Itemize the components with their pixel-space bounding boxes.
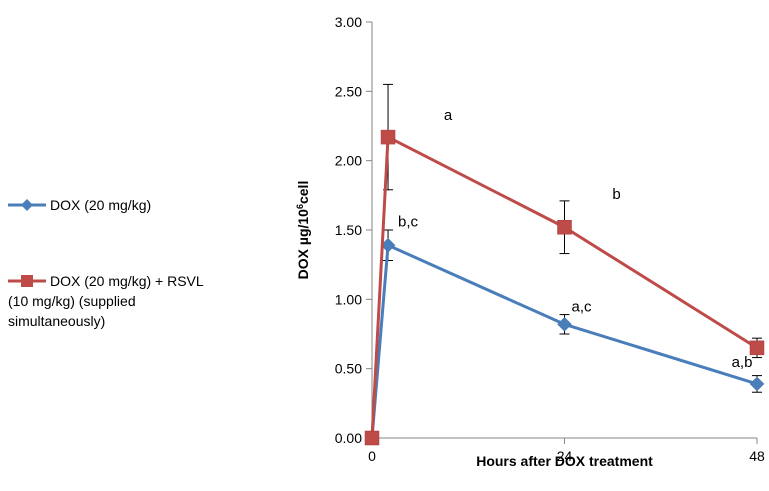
- series-layer: b,ca,ca,bab: [364, 83, 765, 446]
- x-tick-label: 24: [557, 448, 573, 464]
- y-tick-label: 0.50: [335, 361, 362, 377]
- x-tick-label: 48: [749, 448, 765, 464]
- legend-label: DOX (20 mg/kg) + RSVL: [50, 273, 204, 289]
- y-tick-label: 2.00: [335, 153, 362, 169]
- data-point: [749, 340, 765, 356]
- tick-labels: 0.00 0.50 1.00 1.50 2.00 2.50 3.00 0 24 48: [335, 14, 765, 464]
- data-point: [749, 376, 765, 392]
- y-tick-label: 3.00: [335, 14, 362, 30]
- y-axis-title: DOX µg/106cell: [295, 181, 311, 280]
- significance-label: b,c: [398, 213, 419, 230]
- series-2: ab: [364, 83, 765, 446]
- legend-swatch-marker: [21, 275, 33, 287]
- legend-item-2: DOX (20 mg/kg) + RSVL (10 mg/kg) (supplie…: [8, 273, 204, 329]
- y-tick-label: 2.50: [335, 83, 362, 99]
- data-point: [557, 219, 572, 235]
- legend-item-1: DOX (20 mg/kg): [8, 197, 151, 213]
- y-tick-label: 0.00: [335, 430, 362, 446]
- significance-label: a,c: [571, 298, 592, 315]
- significance-label: a: [444, 107, 453, 124]
- significance-label: a,b: [732, 354, 753, 371]
- x-axis-title: Hours after DOX treatment: [476, 453, 653, 469]
- legend-label: (10 mg/kg) (supplied: [8, 293, 136, 309]
- legend-label: DOX (20 mg/kg): [50, 197, 151, 213]
- y-axis-title-superscript: 6: [295, 204, 305, 209]
- y-tick-label: 1.00: [335, 291, 362, 307]
- data-point: [380, 129, 396, 145]
- significance-label: b: [612, 186, 620, 203]
- y-axis-title-tail: cell: [295, 181, 311, 204]
- x-tick-label: 0: [368, 448, 376, 464]
- y-tick-label: 1.50: [335, 222, 362, 238]
- legend-label: simultaneously): [8, 313, 105, 329]
- y-axis-title-main: DOX µg/10: [295, 209, 311, 280]
- axes: [366, 21, 758, 444]
- legend: DOX (20 mg/kg) DOX (20 mg/kg) + RSVL (10 m…: [8, 197, 204, 329]
- data-point: [364, 430, 380, 446]
- series-line: [370, 243, 758, 439]
- legend-swatch-marker: [21, 199, 33, 211]
- series-line: [370, 135, 758, 439]
- data-point: [557, 316, 572, 332]
